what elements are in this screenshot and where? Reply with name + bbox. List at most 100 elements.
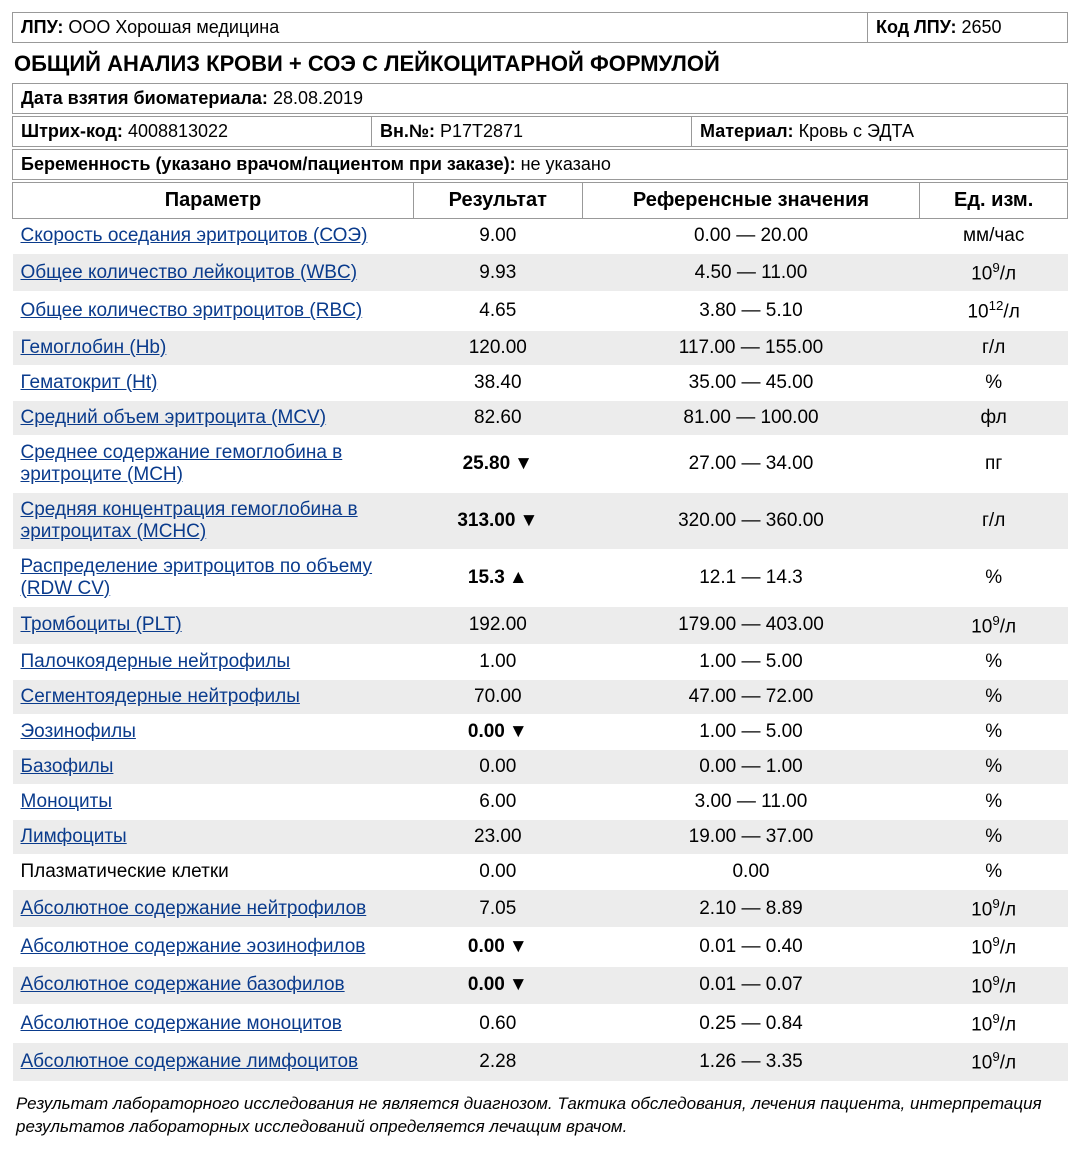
table-row: Моноциты6.003.00 — 11.00%	[13, 784, 1068, 819]
cell-result: 0.00	[413, 749, 582, 784]
cell-unit: %	[920, 714, 1068, 749]
cell-ref: 1.26 — 3.35	[582, 1043, 920, 1081]
cell-param[interactable]: Сегментоядерные нейтрофилы	[13, 679, 414, 714]
cell-param[interactable]: Абсолютное содержание базофилов	[13, 966, 414, 1004]
cell-param[interactable]: Абсолютное содержание лимфоцитов	[13, 1043, 414, 1081]
cell-param[interactable]: Средний объем эритроцита (MCV)	[13, 400, 414, 435]
cell-ref: 0.01 — 0.40	[582, 928, 920, 966]
cell-ref: 0.00 — 1.00	[582, 749, 920, 784]
header-lpu-row: ЛПУ: ООО Хорошая медицина Код ЛПУ: 2650	[12, 12, 1068, 43]
cell-ref: 12.1 — 14.3	[582, 549, 920, 606]
cell-result: 120.00	[413, 330, 582, 365]
cell-ref: 320.00 — 360.00	[582, 492, 920, 549]
th-param: Параметр	[13, 183, 414, 219]
cell-unit: пг	[920, 435, 1068, 492]
barcode-box: Штрих-код: 4008813022	[12, 116, 372, 147]
cell-unit: 109/л	[920, 889, 1068, 927]
cell-unit: г/л	[920, 492, 1068, 549]
cell-unit: 109/л	[920, 1004, 1068, 1042]
cell-param[interactable]: Абсолютное содержание моноцитов	[13, 1004, 414, 1042]
cell-unit: г/л	[920, 330, 1068, 365]
vn-label: Вн.№:	[380, 121, 435, 141]
cell-unit: 109/л	[920, 928, 1068, 966]
cell-ref: 47.00 — 72.00	[582, 679, 920, 714]
table-row: Сегментоядерные нейтрофилы70.0047.00 — 7…	[13, 679, 1068, 714]
cell-ref: 3.00 — 11.00	[582, 784, 920, 819]
cell-ref: 1.00 — 5.00	[582, 714, 920, 749]
cell-result: 15.3▲	[413, 549, 582, 606]
cell-param[interactable]: Моноциты	[13, 784, 414, 819]
lpu-value: ООО Хорошая медицина	[68, 17, 279, 37]
cell-unit: %	[920, 679, 1068, 714]
cell-param[interactable]: Палочкоядерные нейтрофилы	[13, 644, 414, 679]
cell-param[interactable]: Средняя концентрация гемоглобина в эритр…	[13, 492, 414, 549]
table-row: Гематокрит (Ht)38.4035.00 — 45.00%	[13, 365, 1068, 400]
table-row: Плазматические клетки0.000.00%	[13, 854, 1068, 889]
cell-result: 6.00	[413, 784, 582, 819]
table-row: Абсолютное содержание моноцитов0.600.25 …	[13, 1004, 1068, 1042]
cell-unit: %	[920, 784, 1068, 819]
cell-param[interactable]: Гемоглобин (Hb)	[13, 330, 414, 365]
th-ref: Референсные значения	[582, 183, 920, 219]
cell-unit: фл	[920, 400, 1068, 435]
date-box: Дата взятия биоматериала: 28.08.2019	[12, 83, 1068, 114]
cell-result: 23.00	[413, 819, 582, 854]
cell-ref: 0.00 — 20.00	[582, 219, 920, 254]
cell-result: 313.00▼	[413, 492, 582, 549]
cell-unit: %	[920, 549, 1068, 606]
cell-param: Плазматические клетки	[13, 854, 414, 889]
cell-result: 9.93	[413, 254, 582, 292]
pregnancy-value: не указано	[521, 154, 611, 174]
table-row: Общее количество лейкоцитов (WBC)9.934.5…	[13, 254, 1068, 292]
cell-param[interactable]: Тромбоциты (PLT)	[13, 606, 414, 644]
table-row: Средняя концентрация гемоглобина в эритр…	[13, 492, 1068, 549]
date-row: Дата взятия биоматериала: 28.08.2019	[12, 83, 1068, 114]
cell-result: 0.00▼	[413, 928, 582, 966]
cell-param[interactable]: Абсолютное содержание нейтрофилов	[13, 889, 414, 927]
cell-ref: 4.50 — 11.00	[582, 254, 920, 292]
cell-unit: 109/л	[920, 1043, 1068, 1081]
cell-unit: %	[920, 854, 1068, 889]
cell-param[interactable]: Лимфоциты	[13, 819, 414, 854]
vn-box: Вн.№: Р17Т2871	[372, 116, 692, 147]
cell-result: 70.00	[413, 679, 582, 714]
cell-param[interactable]: Скорость оседания эритроцитов (СОЭ)	[13, 219, 414, 254]
cell-result: 25.80▼	[413, 435, 582, 492]
cell-param[interactable]: Распределение эритроцитов по объему (RDW…	[13, 549, 414, 606]
cell-ref: 3.80 — 5.10	[582, 292, 920, 330]
cell-ref: 0.01 — 0.07	[582, 966, 920, 1004]
cell-result: 2.28	[413, 1043, 582, 1081]
cell-result: 9.00	[413, 219, 582, 254]
lpu-label: ЛПУ:	[21, 17, 63, 37]
kod-value: 2650	[962, 17, 1002, 37]
pregnancy-box: Беременность (указано врачом/пациентом п…	[12, 149, 1068, 180]
th-unit: Ед. изм.	[920, 183, 1068, 219]
cell-unit: 1012/л	[920, 292, 1068, 330]
cell-param[interactable]: Эозинофилы	[13, 714, 414, 749]
table-row: Абсолютное содержание нейтрофилов7.052.1…	[13, 889, 1068, 927]
cell-result: 0.00▼	[413, 966, 582, 1004]
cell-param[interactable]: Гематокрит (Ht)	[13, 365, 414, 400]
results-table: Параметр Результат Референсные значения …	[12, 182, 1068, 1082]
arrow-up-icon: ▲	[509, 567, 528, 588]
table-row: Базофилы0.000.00 — 1.00%	[13, 749, 1068, 784]
cell-unit: мм/час	[920, 219, 1068, 254]
table-row: Среднее содержание гемоглобина в эритроц…	[13, 435, 1068, 492]
cell-param[interactable]: Среднее содержание гемоглобина в эритроц…	[13, 435, 414, 492]
cell-param[interactable]: Общее количество лейкоцитов (WBC)	[13, 254, 414, 292]
date-label: Дата взятия биоматериала:	[21, 88, 268, 108]
table-row: Тромбоциты (PLT)192.00179.00 — 403.00109…	[13, 606, 1068, 644]
table-row: Скорость оседания эритроцитов (СОЭ)9.000…	[13, 219, 1068, 254]
pregnancy-label: Беременность (указано врачом/пациентом п…	[21, 154, 516, 174]
arrow-down-icon: ▼	[514, 453, 533, 474]
cell-ref: 0.00	[582, 854, 920, 889]
cell-ref: 81.00 — 100.00	[582, 400, 920, 435]
table-row: Палочкоядерные нейтрофилы1.001.00 — 5.00…	[13, 644, 1068, 679]
cell-param[interactable]: Абсолютное содержание эозинофилов	[13, 928, 414, 966]
arrow-down-icon: ▼	[519, 510, 538, 531]
cell-param[interactable]: Общее количество эритроцитов (RBC)	[13, 292, 414, 330]
table-row: Лимфоциты23.0019.00 — 37.00%	[13, 819, 1068, 854]
cell-ref: 19.00 — 37.00	[582, 819, 920, 854]
cell-result: 4.65	[413, 292, 582, 330]
cell-param[interactable]: Базофилы	[13, 749, 414, 784]
